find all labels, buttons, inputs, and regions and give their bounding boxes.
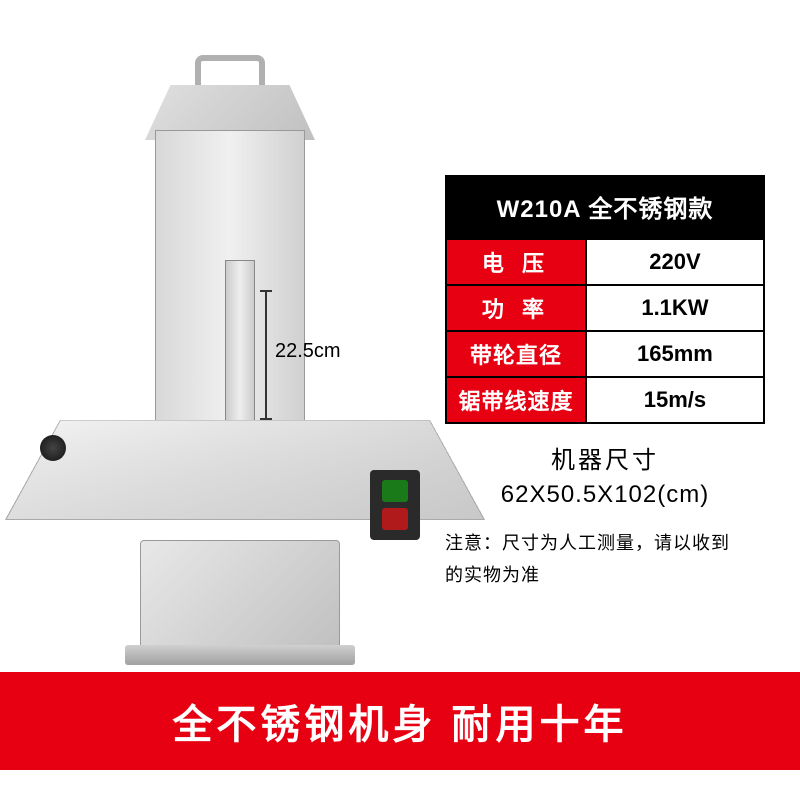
spec-header: W210A 全不锈钢款 [445,175,765,238]
spec-label: 电 压 [446,239,586,285]
spec-label: 锯带线速度 [446,377,586,423]
machine-blade-guard [225,260,255,430]
product-image: 22.5cm [30,40,430,640]
spec-row: 带轮直径 165mm [446,331,764,377]
dimension-label: 22.5cm [275,340,341,363]
spec-row: 锯带线速度 15m/s [446,377,764,423]
spec-value: 1.1KW [586,285,764,331]
dimensions-value: 62X50.5X102(cm) [445,481,765,509]
spec-note: 注意：尺寸为人工测量，请以收到 的实物为准 [445,527,765,592]
spec-table: 电 压 220V 功 率 1.1KW 带轮直径 165mm 锯带线速度 15m/… [445,238,765,424]
bottom-banner: 全不锈钢机身 耐用十年 [0,672,800,770]
machine-knob [40,435,66,461]
note-line: 的实物为准 [445,565,540,585]
dimensions-title: 机器尺寸 [445,440,765,475]
dimension-indicator [265,290,267,420]
spec-row: 电 压 220V [446,239,764,285]
machine-power-switch [370,470,420,540]
spec-value: 165mm [586,331,764,377]
spec-label: 带轮直径 [446,331,586,377]
machine-handle [195,55,265,85]
spec-value: 15m/s [586,377,764,423]
machine-base [140,540,340,650]
spec-value: 220V [586,239,764,285]
spec-row: 功 率 1.1KW [446,285,764,331]
machine-base-foot [125,645,355,665]
note-line: 注意：尺寸为人工测量，请以收到 [445,533,730,553]
spec-panel: W210A 全不锈钢款 电 压 220V 功 率 1.1KW 带轮直径 165m… [445,175,765,592]
spec-label: 功 率 [446,285,586,331]
